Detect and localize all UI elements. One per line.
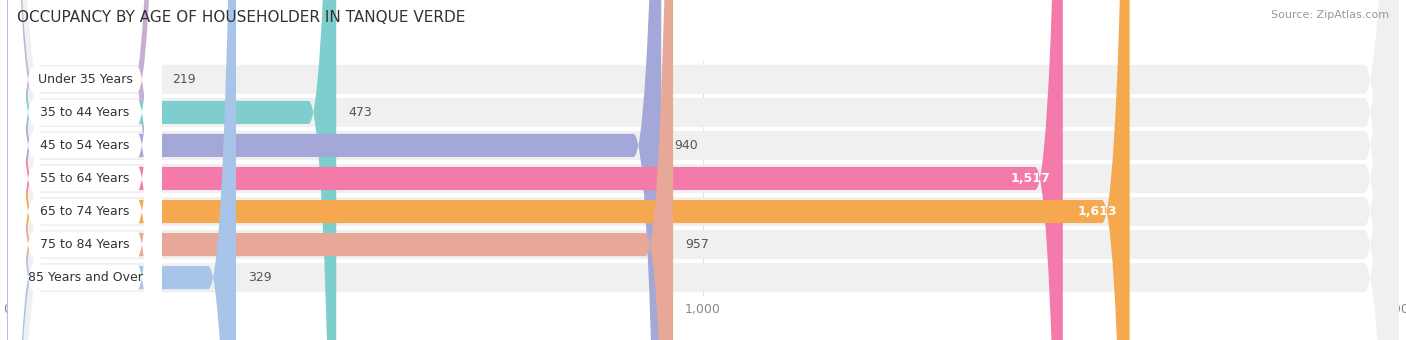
FancyBboxPatch shape: [7, 0, 159, 340]
FancyBboxPatch shape: [7, 0, 1399, 340]
Text: 85 Years and Over: 85 Years and Over: [28, 271, 142, 284]
Text: 45 to 54 Years: 45 to 54 Years: [41, 139, 129, 152]
FancyBboxPatch shape: [7, 0, 336, 340]
FancyBboxPatch shape: [8, 0, 162, 340]
Text: 940: 940: [673, 139, 697, 152]
FancyBboxPatch shape: [7, 0, 1399, 340]
Text: 219: 219: [172, 73, 195, 86]
Text: 1,613: 1,613: [1077, 205, 1118, 218]
Text: Source: ZipAtlas.com: Source: ZipAtlas.com: [1271, 10, 1389, 20]
FancyBboxPatch shape: [8, 0, 162, 340]
Text: 329: 329: [249, 271, 273, 284]
FancyBboxPatch shape: [7, 0, 673, 340]
FancyBboxPatch shape: [7, 0, 1399, 340]
FancyBboxPatch shape: [8, 0, 162, 340]
FancyBboxPatch shape: [8, 0, 162, 340]
FancyBboxPatch shape: [7, 0, 1399, 340]
FancyBboxPatch shape: [7, 0, 661, 340]
FancyBboxPatch shape: [8, 0, 162, 340]
FancyBboxPatch shape: [8, 0, 162, 340]
Text: 35 to 44 Years: 35 to 44 Years: [41, 106, 129, 119]
Text: 65 to 74 Years: 65 to 74 Years: [41, 205, 129, 218]
Text: 473: 473: [349, 106, 373, 119]
Text: 55 to 64 Years: 55 to 64 Years: [41, 172, 129, 185]
FancyBboxPatch shape: [7, 0, 1129, 340]
FancyBboxPatch shape: [7, 0, 1399, 340]
FancyBboxPatch shape: [7, 0, 1063, 340]
Text: Under 35 Years: Under 35 Years: [38, 73, 132, 86]
FancyBboxPatch shape: [8, 0, 162, 340]
Text: 75 to 84 Years: 75 to 84 Years: [41, 238, 129, 251]
Text: 957: 957: [686, 238, 710, 251]
FancyBboxPatch shape: [7, 0, 1399, 340]
FancyBboxPatch shape: [7, 0, 1399, 340]
Text: OCCUPANCY BY AGE OF HOUSEHOLDER IN TANQUE VERDE: OCCUPANCY BY AGE OF HOUSEHOLDER IN TANQU…: [17, 10, 465, 25]
FancyBboxPatch shape: [7, 0, 236, 340]
Text: 1,517: 1,517: [1011, 172, 1050, 185]
